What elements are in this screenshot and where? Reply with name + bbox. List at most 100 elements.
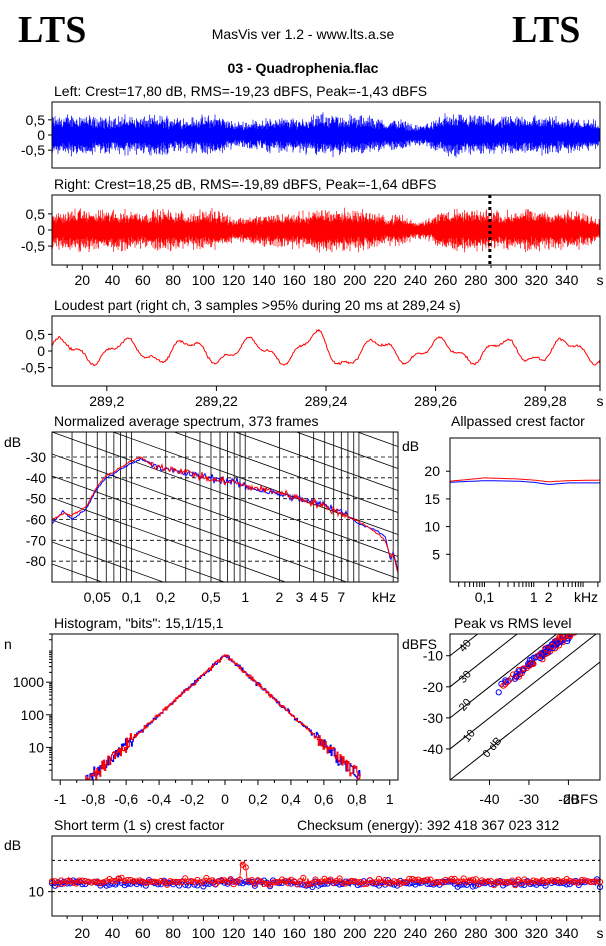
- peak_vs_rms-point: [529, 660, 536, 667]
- peak_vs_rms-point: [584, 618, 589, 623]
- short_term_crest-point: [300, 874, 307, 881]
- short_term_crest-point: [351, 878, 358, 885]
- peak_vs_rms-point: [571, 627, 576, 632]
- peak_vs_rms-point: [579, 619, 584, 624]
- short_term_crest-point: [336, 875, 343, 882]
- spectrum-slope-line: [173, 432, 398, 513]
- loudest_part-xtick-label: 289,24: [305, 393, 348, 409]
- short_term_crest-xtick-label: 20: [74, 925, 90, 941]
- peak_vs_rms-point: [582, 621, 587, 626]
- left_waveform-ytick-label: -0,5: [21, 142, 45, 158]
- left_waveform-frame: [51, 101, 601, 169]
- peak_vs_rms-crest-line: [450, 661, 600, 780]
- peak_vs_rms-point: [584, 619, 589, 624]
- right_waveform-xtick-label: 140: [252, 272, 276, 288]
- allpassed_crest-xtick-label: 2: [545, 589, 553, 605]
- short_term_crest-point: [242, 878, 249, 885]
- short_term_crest-xtick-label: 320: [525, 925, 549, 941]
- spectrum-xtick-label: 2: [276, 589, 284, 605]
- right_waveform-xtick-label: 60: [135, 272, 151, 288]
- peak_vs_rms-point: [584, 616, 589, 621]
- short_term_crest-checksum: Checksum (energy): 392 418 367 023 312: [297, 817, 559, 833]
- histogram-ytick-label: 1000: [13, 674, 44, 690]
- left_waveform-signal: [51, 112, 600, 158]
- short_term_crest-point: [209, 877, 216, 884]
- peak_vs_rms-point: [495, 689, 502, 696]
- short_term_crest-point: [278, 876, 286, 883]
- peak_vs_rms-point: [583, 619, 588, 624]
- short_term_crest-frame: [51, 835, 601, 917]
- peak_vs_rms-ytick-label: -10: [423, 648, 443, 664]
- short_term_crest-point: [285, 880, 292, 887]
- peak_vs_rms-point: [566, 634, 574, 640]
- short_term_crest-point: [391, 878, 398, 885]
- peak_vs_rms-point: [542, 645, 549, 652]
- allpassed_crest-xtick-label: 1: [530, 589, 538, 605]
- spectrum-slope-line: [52, 432, 398, 557]
- short_term_crest-xtick-label: 140: [252, 925, 276, 941]
- short_term_crest-point: [381, 881, 389, 888]
- loudest_part-xtick-label: 289,22: [195, 393, 238, 409]
- short_term_crest-point: [154, 879, 162, 886]
- allpassed_crest-series-1: [449, 477, 600, 483]
- short_term_crest-point: [327, 878, 334, 885]
- peak_vs_rms-point: [546, 644, 553, 651]
- right_waveform-envelope: [51, 207, 600, 253]
- right_waveform-ytick-label: 0,5: [26, 206, 46, 222]
- peak_vs_rms-xlabel: dBFS: [563, 791, 598, 807]
- loudest_part-ytick-label: -0,5: [21, 360, 45, 376]
- peak_vs_rms-point: [573, 625, 578, 630]
- short_term_crest-point: [239, 880, 246, 887]
- histogram-xtick-label: 0,2: [248, 791, 268, 807]
- peak_vs_rms-point: [542, 648, 549, 655]
- peak_vs_rms-point: [585, 613, 590, 618]
- short_term_crest-xtick-label: 100: [192, 925, 216, 941]
- spectrum-xtick-label: 3: [296, 589, 304, 605]
- short_term_crest-point: [563, 875, 570, 883]
- histogram-ytick-label: 10: [28, 739, 44, 755]
- short_term_crest-xtick-label: 80: [165, 925, 181, 941]
- peak_vs_rms-point: [574, 626, 579, 631]
- peak_vs_rms-ytick-label: -20: [423, 679, 443, 695]
- right_waveform-xtick-label: 300: [494, 272, 518, 288]
- histogram-ylabel: n: [4, 636, 12, 652]
- peak_vs_rms-point: [573, 624, 578, 629]
- short_term_crest-point: [430, 879, 437, 887]
- short_term_crest-point: [248, 876, 255, 884]
- short_term_crest-point: [103, 882, 110, 889]
- short_term_crest-point: [375, 875, 383, 883]
- short_term_crest-point: [394, 882, 401, 889]
- short_term_crest-point: [460, 875, 467, 882]
- peak_vs_rms-point: [577, 622, 582, 627]
- short_term_crest-point: [185, 878, 192, 885]
- allpassed_crest-ytick-label: 20: [424, 463, 440, 479]
- right_waveform-xtick-label: 280: [464, 272, 488, 288]
- right_waveform-title: Right: Crest=18,25 dB, RMS=-19,89 dBFS, …: [54, 176, 436, 192]
- histogram-xtick-label: 1: [386, 791, 394, 807]
- right_waveform-xtick-label: 160: [283, 272, 307, 288]
- short_term_crest-xtick-label: 280: [464, 925, 488, 941]
- histogram-xtick-label: 0,4: [281, 791, 301, 807]
- right_waveform-xtick-label: 100: [192, 272, 216, 288]
- allpassed_crest-ytick-label: 5: [432, 546, 440, 562]
- short_term_crest-point: [384, 879, 392, 887]
- peak_vs_rms-point: [574, 627, 579, 632]
- peak_vs_rms-point: [577, 624, 582, 629]
- right_waveform-signal: [51, 207, 600, 253]
- spectrum-slope-line: [111, 432, 398, 535]
- short_term_crest-point: [227, 876, 234, 883]
- spectrum-frame: [51, 431, 399, 583]
- spectrum-ytick-label: -30: [26, 449, 46, 465]
- peak_vs_rms-point: [556, 634, 563, 641]
- allpassed_crest-series-0: [449, 480, 600, 485]
- spectrum-ytick-label: -60: [26, 512, 46, 528]
- short_term_crest-point: [509, 877, 516, 884]
- histogram-xtick-label: -0,8: [81, 791, 105, 807]
- allpassed_crest-ytick-label: 10: [424, 519, 440, 535]
- left_waveform-title: Left: Crest=17,80 dB, RMS=-19,23 dBFS, P…: [54, 83, 427, 99]
- short_term_crest-point: [512, 882, 519, 889]
- peak_vs_rms-plot: [450, 613, 600, 780]
- short_term_crest-point: [106, 875, 113, 883]
- app-title: MasVis ver 1.2 - www.lts.a.se: [211, 26, 395, 42]
- peak_vs_rms-crest-label: 30: [457, 669, 474, 686]
